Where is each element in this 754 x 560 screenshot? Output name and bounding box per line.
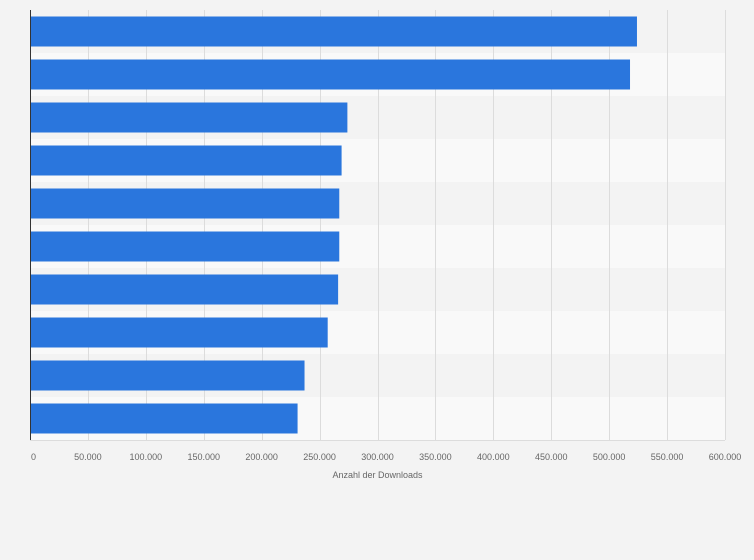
x-tick-label: 100.000: [130, 452, 163, 462]
x-tick-label: 50.000: [74, 452, 102, 462]
bar: [30, 360, 305, 391]
x-tick-label: 200.000: [245, 452, 278, 462]
x-tick-label: 400.000: [477, 452, 510, 462]
bar: [30, 102, 348, 133]
x-tick-label: 0: [31, 452, 36, 462]
bar: [30, 16, 637, 47]
bar: [30, 59, 631, 90]
x-tick-label: 550.000: [651, 452, 684, 462]
bar: [30, 231, 340, 262]
bar: [30, 274, 339, 305]
bar: [30, 317, 328, 348]
x-tick-label: 500.000: [593, 452, 626, 462]
x-tick-label: 450.000: [535, 452, 568, 462]
x-tick-label: 250.000: [303, 452, 336, 462]
bar: [30, 145, 342, 176]
x-axis-title: Anzahl der Downloads: [332, 470, 423, 480]
x-tick-label: 600.000: [709, 452, 742, 462]
x-tick-label: 300.000: [361, 452, 394, 462]
bars: [30, 16, 637, 434]
x-tick-label: 350.000: [419, 452, 452, 462]
x-tick-label: 150.000: [187, 452, 220, 462]
bar: [30, 403, 298, 434]
axes: [30, 10, 725, 441]
x-tick-labels: 0 50.000 100.000 150.000 200.000 250.000 300.0…: [31, 452, 741, 462]
bar: [30, 188, 340, 219]
